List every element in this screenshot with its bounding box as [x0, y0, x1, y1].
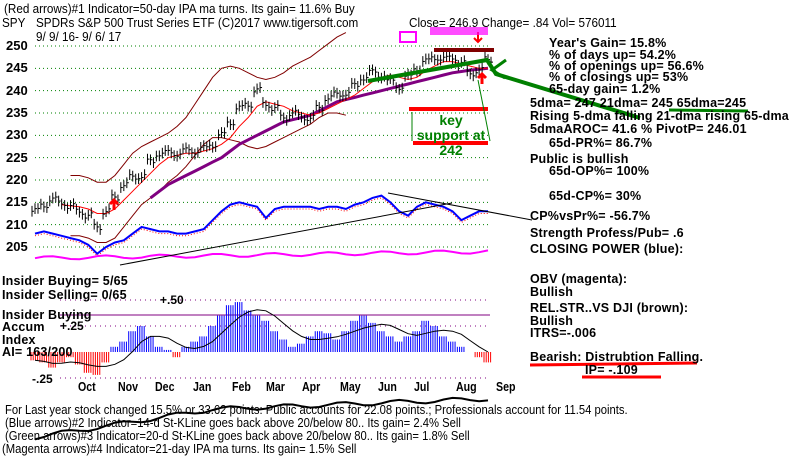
- upper-band-line: [70, 32, 347, 183]
- date-range: 9/ 9/ 16- 9/ 6/ 17: [36, 29, 122, 44]
- key-support-label: key support at 242: [414, 113, 488, 158]
- itrs-value: ITRS=-.006: [530, 326, 597, 340]
- public-status: Public is bullish: [530, 152, 629, 166]
- panel-title-2: Accum: [2, 320, 45, 334]
- accum-tick: -.25: [32, 372, 53, 386]
- support-box-right: [477, 79, 491, 142]
- y-tick-label: 235: [6, 105, 28, 120]
- close-change-vol: Close= 246.9 Change= .84 Vol= 576011: [409, 15, 617, 30]
- dma-trend: Rising 5-dma falling 21-dma rising 65-dm…: [530, 109, 789, 123]
- green-arrow: [367, 57, 641, 120]
- red-buy-arrow-icon: [108, 197, 120, 210]
- green-arrowhead: [489, 58, 507, 80]
- aroc-pivot: 5dmaAROC= 41.6 % PivotP= 246.01: [530, 122, 747, 136]
- closings-up: % of closings up= 53%: [549, 70, 689, 84]
- relstr-label: REL.STR..VS DJI (brown):: [530, 301, 689, 315]
- obv-label: OBV (magenta):: [530, 272, 628, 286]
- magenta-sell-marker-icon: [430, 27, 488, 35]
- ticker: SPY: [2, 15, 26, 30]
- indicator-2-text: (Blue arrows)#2 Indicator=14-d St-KLine …: [5, 416, 461, 430]
- y-tick-label: 225: [6, 149, 28, 165]
- y-tick-label: 215: [6, 194, 28, 210]
- years-gain: Year's Gain= 15.8%: [549, 36, 667, 50]
- accum-tick: +.25: [60, 319, 84, 333]
- y-tick-label: 240: [6, 82, 28, 98]
- annotations: [108, 27, 749, 379]
- gain-65d: 65-day gain= 1.2%: [549, 82, 661, 96]
- relstr-status: Bullish: [530, 314, 574, 328]
- key-support-value: 242: [439, 142, 463, 158]
- insider-selling: Insider Selling= 0/65: [2, 288, 127, 302]
- x-tick-label: Mar: [266, 380, 285, 394]
- x-tick-label: Sep: [496, 380, 516, 394]
- y-tick-label: 210: [6, 216, 28, 232]
- bearish-status: Bearish: Distrubtion Falling.: [530, 350, 704, 364]
- openings-up: % of openings up= 56.6%: [549, 59, 704, 73]
- indicator-1-text: (Red arrows)#1 Indicator=50-day IPA ma t…: [4, 1, 355, 16]
- ai-value: AI= 163/200: [2, 345, 73, 359]
- x-tick-label: Jul: [414, 380, 430, 394]
- lower-band-line: [70, 112, 347, 243]
- x-tick-label: Apr: [302, 380, 321, 394]
- closing-power-ma-line: [34, 197, 488, 257]
- y-tick-label: 230: [6, 127, 28, 143]
- y-tick-label: 245: [6, 60, 28, 76]
- x-tick-label: Feb: [232, 380, 251, 394]
- closing-power-label: CLOSING POWER (blue):: [530, 242, 684, 256]
- x-tick-label: May: [340, 380, 361, 394]
- accum-tick: +.50: [160, 293, 184, 307]
- x-tick-label: Oct: [78, 380, 96, 394]
- red-buy-arrow-icon: [476, 71, 488, 84]
- rel-strength-dji-line: [34, 396, 489, 441]
- cp-65d: 65d-CP%= 30%: [549, 189, 642, 203]
- trendline: [119, 202, 453, 266]
- footer-summary: For Last year stock changed 15.5% or 33.…: [5, 403, 628, 417]
- trendline: [387, 192, 533, 221]
- x-tick-label: Nov: [118, 380, 139, 394]
- y-tick-label: 250: [6, 38, 28, 53]
- strength-ratio: Strength Profess/Pub= .6: [530, 226, 684, 240]
- x-tick-label: Jan: [193, 380, 212, 394]
- series-layer: [30, 32, 533, 441]
- dma-underline: [668, 108, 749, 113]
- y-tick-label: 205: [6, 239, 28, 254]
- indicator-4-text: (Magenta arrows)#4 Indicator=21-day IPA …: [2, 442, 357, 456]
- obv-line: [34, 249, 489, 261]
- insider-buying: Insider Buying= 5/65: [2, 274, 128, 288]
- bearish-underline: [529, 361, 698, 367]
- panel-title-3: Index: [2, 333, 36, 347]
- security-name: SPDRs S&P 500 Trust Series ETF (C)2017 w…: [36, 15, 359, 30]
- days-up: % of days up= 54.2%: [549, 48, 677, 62]
- key-support-text: key support at: [416, 112, 486, 143]
- panel-title-1: Insider Buying: [2, 308, 92, 322]
- x-tick-label: Jun: [378, 380, 397, 394]
- gridlines: [35, 45, 490, 379]
- closing-power-line: [34, 194, 488, 256]
- x-tick-label: Aug: [456, 380, 477, 394]
- op-65d: 65d-OP%= 100%: [549, 164, 650, 178]
- obv-status: Bullish: [530, 285, 574, 299]
- cp-vs-pr: CP%vsPr%= -56.7%: [530, 209, 651, 223]
- y-tick-label: 220: [6, 172, 28, 187]
- indicator-3-text: (Green arrows)#3 Indicator=20-d St-KLine…: [5, 429, 470, 443]
- magenta-sell-marker-icon: [399, 31, 417, 43]
- pr-65d: 65d-PR%= 86.7%: [549, 136, 653, 150]
- dma-values: 5dma= 247 21dma= 245 65dma=245: [530, 96, 747, 110]
- accum-ma-line: [34, 309, 489, 367]
- ip-value: IP= -.109: [585, 363, 638, 377]
- x-tick-label: Dec: [155, 380, 175, 394]
